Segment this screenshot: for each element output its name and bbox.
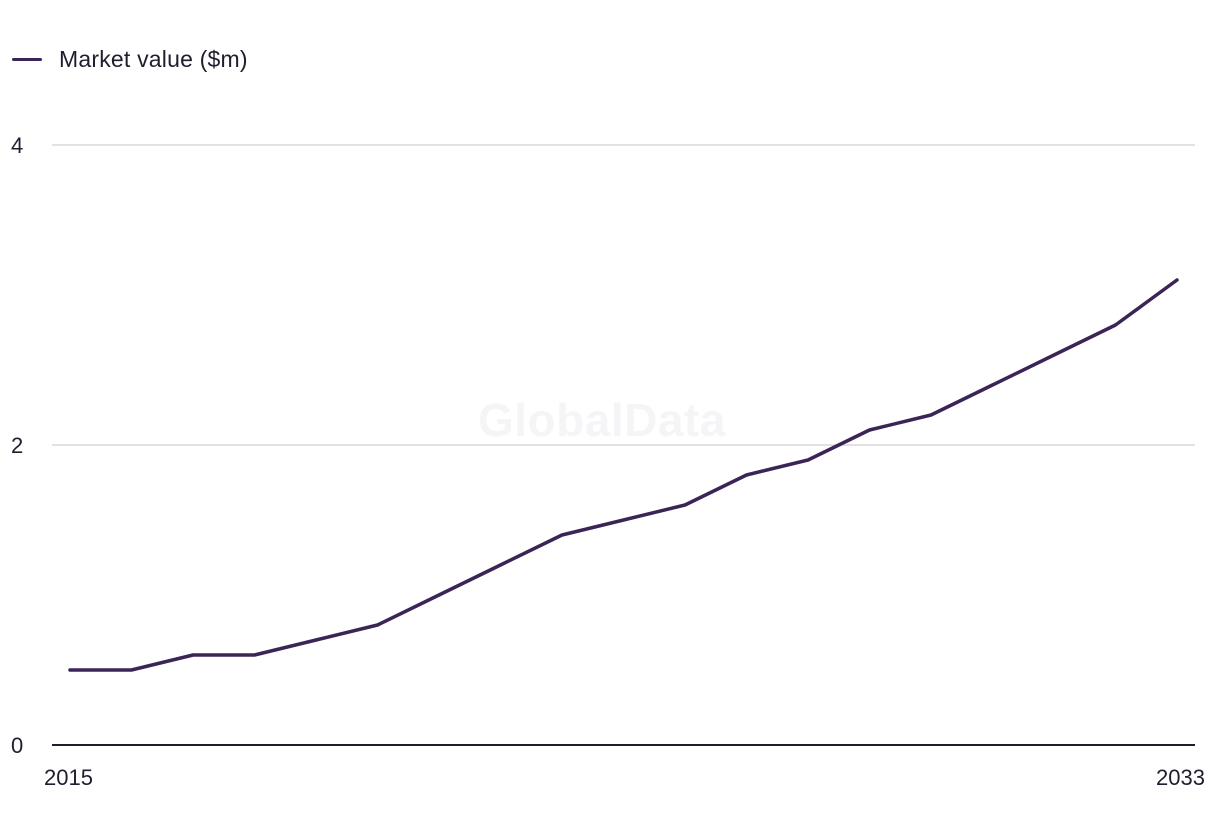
data-point-2025 — [683, 503, 687, 507]
data-point-2027 — [806, 458, 810, 462]
series-group — [68, 278, 1179, 672]
y-axis-ticks: 0 2 4 — [11, 133, 23, 758]
data-point-2028 — [868, 428, 871, 432]
y-tick-label-1: 2 — [11, 433, 23, 458]
data-point-2016 — [130, 668, 133, 672]
data-point-2031 — [1052, 353, 1056, 357]
data-point-2019 — [314, 638, 318, 642]
data-point-2020 — [376, 623, 379, 627]
x-tick-label-2015: 2015 — [44, 765, 93, 790]
y-tick-label-2: 4 — [11, 133, 23, 158]
x-axis-ticks: 2015 2033 — [44, 765, 1205, 790]
data-point-2032 — [1114, 323, 1117, 327]
gridlines — [52, 144, 1195, 746]
data-point-2029 — [929, 413, 933, 417]
data-point-2024 — [622, 518, 625, 522]
legend: Market value ($m) — [12, 46, 248, 73]
series-line-0 — [68, 278, 1179, 672]
data-point-2033 — [1175, 278, 1179, 282]
x-tick-label-2033: 2033 — [1156, 765, 1205, 790]
y-tick-label-0: 0 — [11, 733, 23, 758]
legend-swatch — [12, 58, 42, 61]
data-point-2021 — [437, 593, 441, 597]
data-point-2023 — [560, 533, 564, 537]
data-point-2030 — [991, 383, 994, 387]
data-point-2015 — [68, 668, 72, 672]
data-point-2026 — [745, 473, 748, 477]
legend-label: Market value ($m) — [59, 46, 248, 72]
data-point-2018 — [253, 653, 256, 657]
data-point-2017 — [191, 653, 195, 657]
data-point-2022 — [499, 563, 502, 567]
